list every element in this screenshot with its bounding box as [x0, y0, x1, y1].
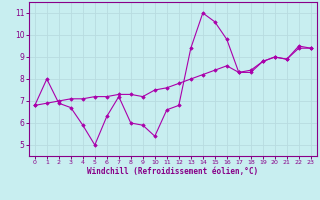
X-axis label: Windchill (Refroidissement éolien,°C): Windchill (Refroidissement éolien,°C): [87, 167, 258, 176]
